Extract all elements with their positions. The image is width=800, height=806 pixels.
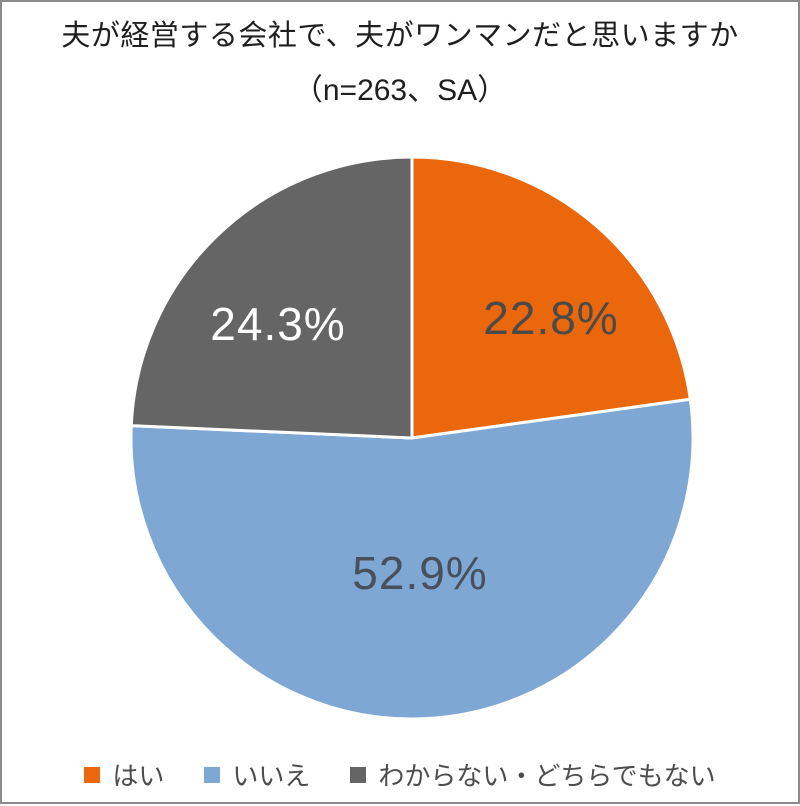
slice-label-1: 52.9% — [352, 547, 488, 599]
legend-marker-icon — [204, 766, 221, 783]
legend-marker-icon — [350, 766, 367, 783]
chart-title: 夫が経営する会社で、夫がワンマンだと思いますか — [61, 20, 739, 52]
legend-item-0: はい — [84, 756, 164, 793]
slice-label-0: 22.8% — [483, 292, 619, 344]
legend-item-label: いいえ — [232, 761, 311, 791]
legend-item-label: はい — [112, 761, 165, 791]
legend-item-2: わからない・どちらでもない — [350, 756, 716, 793]
legend-item-1: いいえ — [204, 756, 310, 793]
legend-marker-icon — [84, 766, 101, 783]
pie-slice-2 — [129, 155, 414, 440]
slice-label-2: 24.3% — [210, 298, 346, 350]
chart-subtitle: （n=263、SA） — [292, 74, 508, 107]
legend-item-label: わからない・どちらでもない — [378, 761, 716, 791]
pie-slice-0 — [410, 155, 692, 440]
chart-title-block: 夫が経営する会社で、夫がワンマンだと思いますか （n=263、SA） — [2, 2, 798, 112]
pie-slice-1 — [129, 397, 695, 721]
chart-legend: はい いいえ わからない・どちらでもない — [2, 756, 798, 793]
